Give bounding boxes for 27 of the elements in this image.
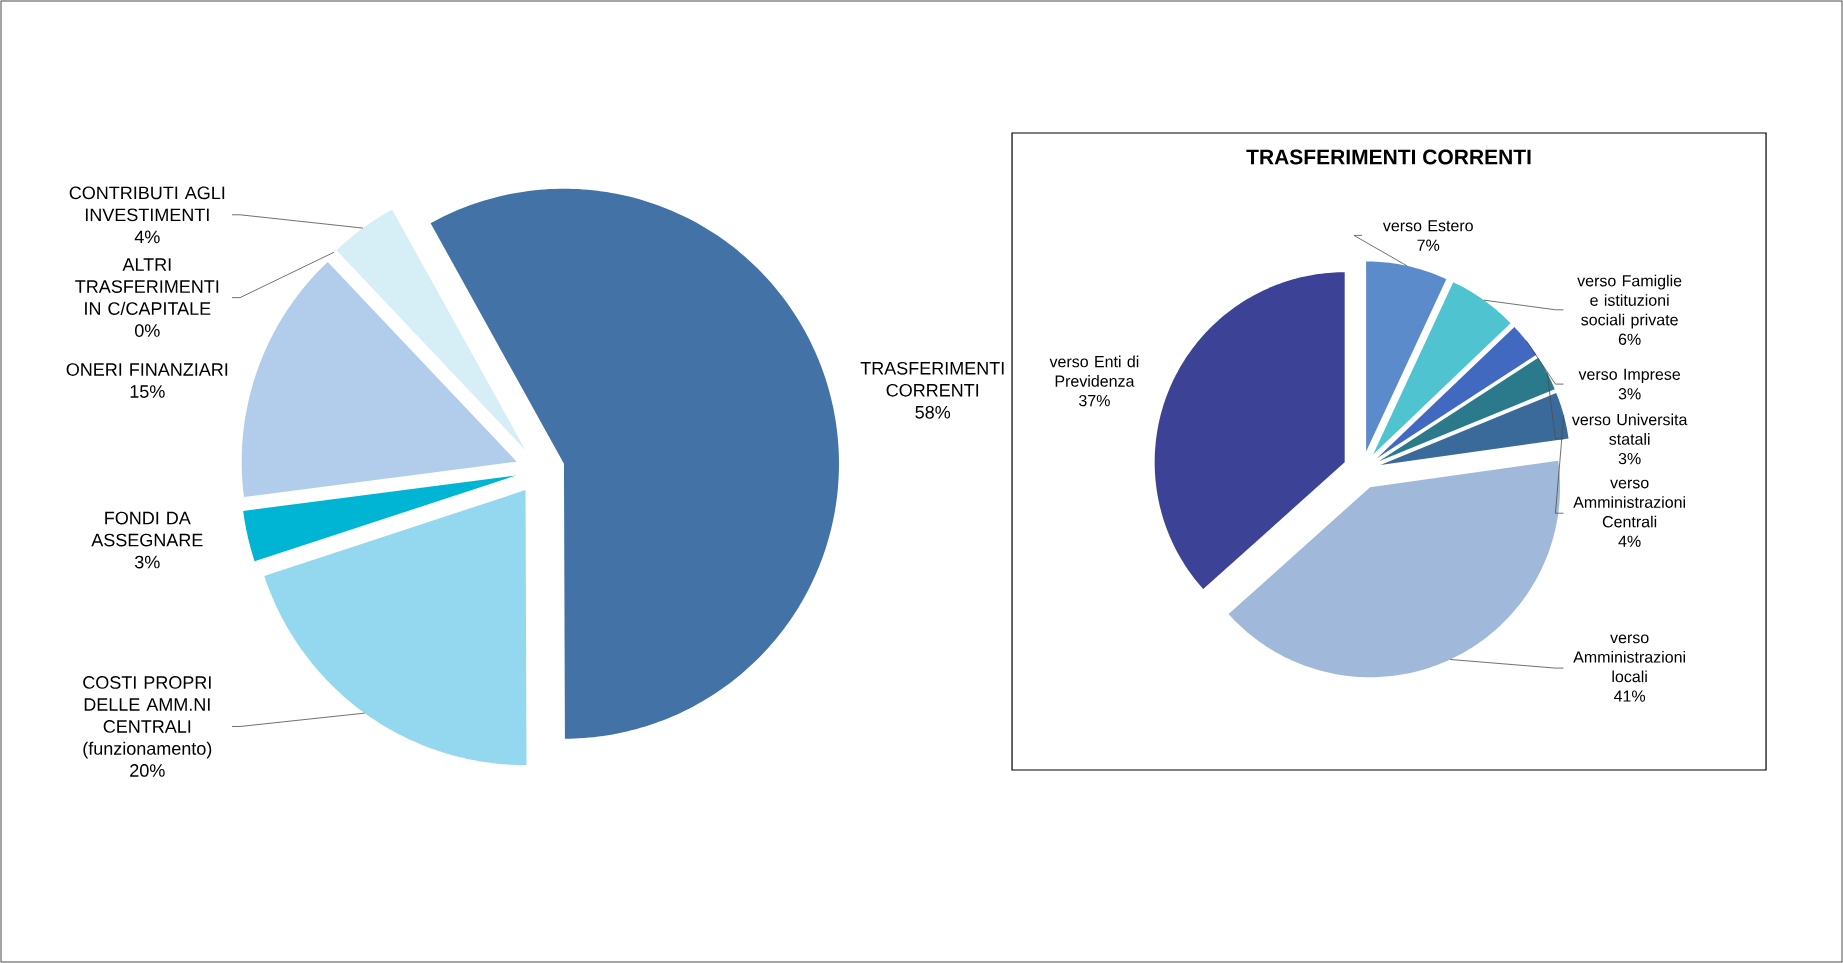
chart-title: TRASFERIMENTI CORRENTI	[1246, 149, 1531, 165]
slice-label: CONTRIBUTI AGLI INVESTIMENTI	[69, 186, 225, 222]
data-label: 4%	[134, 230, 160, 244]
text: 0%	[135, 324, 160, 337]
slice-label: verso Amministrazioni locali	[1573, 634, 1685, 683]
slice-label: ONERI FINANZIARI	[66, 363, 228, 376]
slice-label: verso Universita statali	[1571, 413, 1688, 445]
data-label: 4%	[1618, 535, 1641, 547]
slice-label: verso Estero	[1382, 220, 1473, 232]
data-label: 6%	[1618, 333, 1641, 345]
slice-label: verso Imprese	[1578, 368, 1681, 384]
slice-label: FONDI DA ASSEGNARE	[91, 511, 203, 547]
data-label: 41%	[1613, 690, 1646, 702]
slice-label: verso Famiglie e istituzioni sociali private	[1577, 274, 1682, 329]
data-label: 58%	[915, 405, 951, 419]
data-label: 7%	[1417, 239, 1440, 251]
slice-label: verso Amministrazioni Centrali	[1573, 479, 1685, 528]
slice-label: verso Enti di Previdenza	[1049, 355, 1139, 387]
slice-label: COSTI PROPRI DELLE AMM.NI CENTRALI (funzionamento)	[83, 676, 212, 759]
data-label: 20%	[130, 764, 165, 777]
data-label: 3%	[134, 555, 160, 569]
data-label: 3%	[1618, 388, 1641, 400]
data-label: 15%	[130, 385, 165, 398]
category-label: ALTRI TRASFERIMENTI IN C/CAPITALE	[75, 258, 219, 315]
slice-label: TRASFERIMENTI CORRENTI	[860, 361, 1004, 397]
data-label: 3%	[1618, 452, 1641, 465]
data-label: 37%	[1079, 394, 1110, 407]
